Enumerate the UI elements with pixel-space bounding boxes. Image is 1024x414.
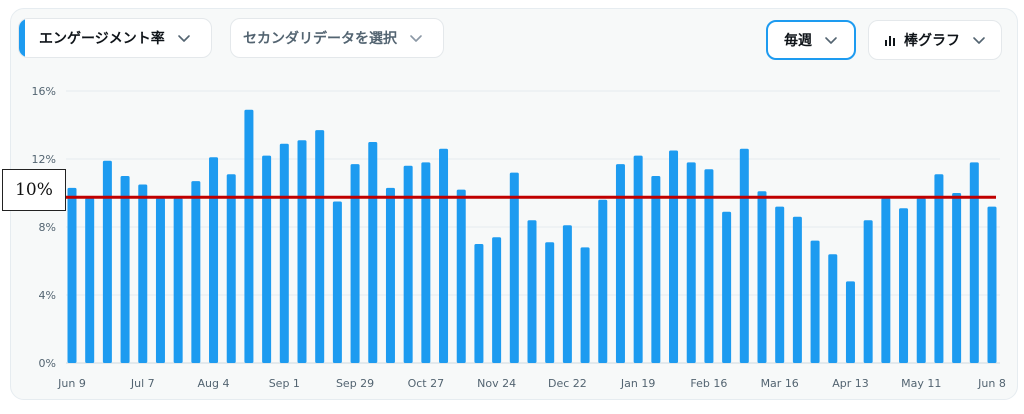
bar[interactable]	[757, 191, 767, 363]
bar[interactable]	[509, 172, 519, 363]
x-tick-label: Jan 19	[620, 377, 655, 390]
bar[interactable]	[704, 169, 714, 363]
x-tick-label: Feb 16	[690, 377, 727, 390]
y-tick-label: 0%	[39, 357, 56, 370]
y-tick-label: 8%	[39, 221, 56, 234]
x-tick-label: Dec 22	[548, 377, 587, 390]
bar[interactable]	[633, 155, 643, 363]
bar[interactable]	[102, 160, 112, 363]
bar[interactable]	[262, 155, 272, 363]
x-tick-label: Oct 27	[408, 377, 445, 390]
bar[interactable]	[279, 143, 289, 363]
bar[interactable]	[315, 130, 325, 363]
bar[interactable]	[67, 187, 77, 363]
bar[interactable]	[686, 162, 696, 363]
bar[interactable]	[297, 140, 307, 363]
bar[interactable]	[439, 148, 449, 363]
x-tick-label: Jun 9	[57, 377, 86, 390]
bar[interactable]	[580, 247, 590, 363]
bar[interactable]	[916, 198, 926, 363]
bar[interactable]	[863, 220, 873, 363]
y-tick-label: 16%	[32, 85, 56, 98]
x-tick-label: Nov 24	[477, 377, 516, 390]
secondary-data-dropdown-label: セカンダリデータを選択	[243, 31, 397, 47]
x-tick-label: Apr 13	[832, 377, 869, 390]
bar[interactable]	[792, 216, 802, 363]
bar-chart-icon	[884, 34, 896, 46]
x-tick-label: Jul 7	[130, 377, 155, 390]
bar[interactable]	[350, 164, 360, 363]
bar[interactable]	[987, 206, 997, 363]
bar[interactable]	[775, 206, 785, 363]
bar[interactable]	[85, 198, 95, 363]
chart-type-dropdown-label: 棒グラフ	[904, 33, 960, 49]
bar[interactable]	[845, 281, 855, 363]
bar[interactable]	[527, 220, 537, 363]
metric-dropdown[interactable]: エンゲージメント率	[18, 18, 212, 58]
bar[interactable]	[739, 148, 749, 363]
bar[interactable]	[881, 198, 891, 363]
metric-dropdown-label: エンゲージメント率	[39, 31, 165, 47]
bar[interactable]	[545, 242, 555, 363]
x-tick-label: Mar 16	[761, 377, 799, 390]
bar[interactable]	[562, 225, 572, 363]
bar[interactable]	[828, 254, 838, 363]
x-tick-label: Jun 8	[977, 377, 1006, 390]
bar[interactable]	[899, 208, 909, 363]
bar[interactable]	[934, 174, 944, 363]
bar[interactable]	[138, 184, 148, 364]
metric-accent-bar	[19, 19, 25, 57]
bar[interactable]	[598, 199, 608, 363]
bar[interactable]	[226, 174, 236, 363]
bar[interactable]	[191, 181, 201, 363]
period-dropdown-label: 毎週	[784, 33, 812, 49]
reference-line-label: 10%	[2, 169, 66, 211]
chevron-down-icon	[409, 31, 423, 45]
bar[interactable]	[244, 109, 254, 363]
bar[interactable]	[421, 162, 431, 363]
chart-type-dropdown[interactable]: 棒グラフ	[868, 20, 1002, 60]
bar[interactable]	[209, 157, 219, 363]
chevron-down-icon	[972, 33, 986, 47]
x-tick-label: Sep 29	[336, 377, 374, 390]
x-tick-label: Aug 4	[198, 377, 230, 390]
bar[interactable]	[368, 142, 378, 363]
bar[interactable]	[155, 198, 165, 363]
bar[interactable]	[969, 162, 979, 363]
bar[interactable]	[385, 187, 395, 363]
bar[interactable]	[456, 189, 466, 363]
bar[interactable]	[474, 244, 484, 363]
bar[interactable]	[722, 211, 732, 363]
period-dropdown[interactable]: 毎週	[766, 20, 856, 60]
x-tick-label: May 11	[901, 377, 941, 390]
bar[interactable]	[332, 201, 342, 364]
bar[interactable]	[810, 240, 820, 363]
secondary-data-dropdown[interactable]: セカンダリデータを選択	[230, 18, 444, 58]
bar[interactable]	[403, 165, 413, 363]
bar[interactable]	[492, 237, 502, 363]
chevron-down-icon	[824, 33, 838, 47]
y-tick-label: 4%	[39, 289, 56, 302]
bar[interactable]	[669, 150, 679, 364]
y-tick-label: 12%	[32, 153, 56, 166]
bar[interactable]	[651, 176, 661, 363]
chevron-down-icon	[177, 31, 191, 45]
x-tick-label: Sep 1	[269, 377, 300, 390]
bar[interactable]	[952, 193, 962, 363]
bar[interactable]	[120, 176, 130, 363]
bar[interactable]	[615, 164, 625, 363]
bar[interactable]	[173, 198, 183, 363]
